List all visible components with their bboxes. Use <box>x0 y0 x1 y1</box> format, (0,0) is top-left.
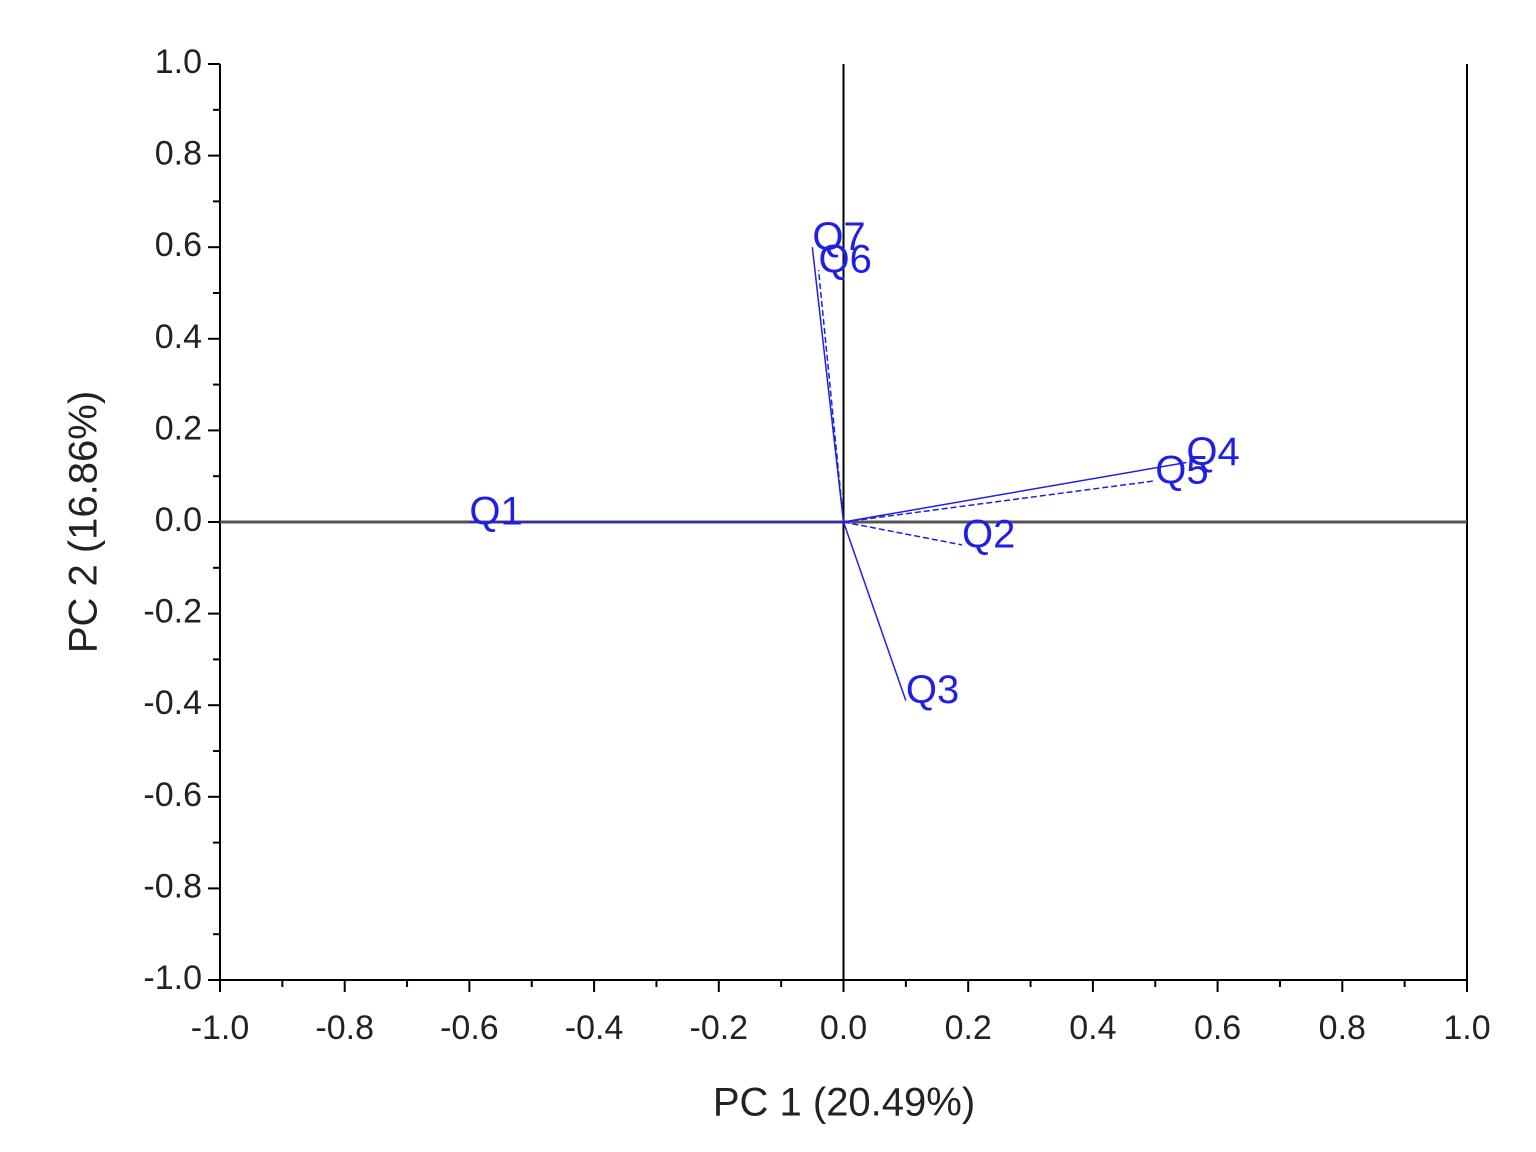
x-tick-label: 0.2 <box>945 1009 992 1047</box>
loading-vector <box>817 270 845 523</box>
y-tick-label: -0.6 <box>143 776 202 814</box>
y-tick-label: -1.0 <box>143 959 202 997</box>
y-tick-label: -0.8 <box>143 867 202 905</box>
x-tick-label: 0.0 <box>820 1009 867 1047</box>
x-tick-label: 0.8 <box>1319 1009 1366 1047</box>
y-tick-label: 1.0 <box>155 43 202 81</box>
y-tick-label: 0.4 <box>155 318 202 356</box>
y-tick-label: -0.2 <box>143 593 202 631</box>
point-label: Q4 <box>1186 430 1239 474</box>
point-label: Q1 <box>469 490 522 534</box>
point-label: Q6 <box>819 238 872 282</box>
x-tick-label: -1.0 <box>191 1009 250 1047</box>
point-label: Q3 <box>906 668 959 712</box>
y-axis-label: PC 2 (16.86%) <box>62 391 106 653</box>
loading-vector <box>811 247 845 523</box>
x-tick-label: -0.6 <box>440 1009 499 1047</box>
x-axis-label: PC 1 (20.49%) <box>713 1081 975 1125</box>
y-tick-label: 0.8 <box>155 135 202 173</box>
loading-vector <box>843 480 1156 523</box>
point-label: Q7 <box>812 215 865 259</box>
y-tick-label: 0.2 <box>155 409 202 447</box>
x-tick-label: -0.8 <box>315 1009 374 1047</box>
y-tick-label: 0.0 <box>155 501 202 539</box>
y-tick-label: -0.4 <box>143 684 202 722</box>
loading-vector <box>842 521 907 701</box>
loading-vector <box>843 461 1187 523</box>
y-tick-label: 0.6 <box>155 226 202 264</box>
x-tick-label: 0.4 <box>1069 1009 1116 1047</box>
point-label: Q2 <box>962 512 1015 556</box>
x-tick-label: -0.4 <box>565 1009 624 1047</box>
loading-vector <box>843 521 963 546</box>
x-tick-label: 1.0 <box>1443 1009 1490 1047</box>
x-tick-label: -0.2 <box>690 1009 749 1047</box>
point-label: Q5 <box>1155 448 1208 492</box>
x-tick-label: 0.6 <box>1194 1009 1241 1047</box>
